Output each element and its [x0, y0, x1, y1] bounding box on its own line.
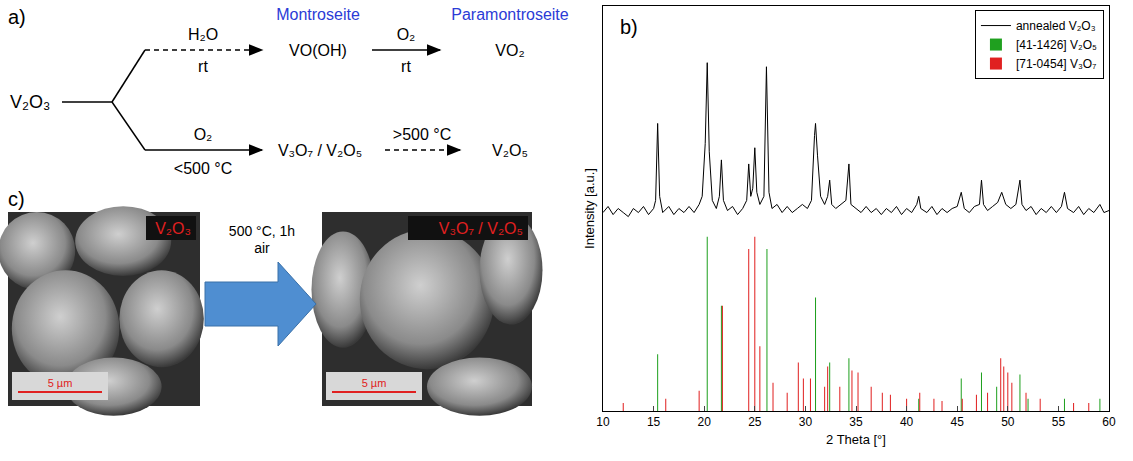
- svg-text:c): c): [8, 188, 25, 210]
- svg-text:V₂O₅: V₂O₅: [492, 142, 528, 159]
- svg-text:a): a): [8, 6, 26, 28]
- svg-text:25: 25: [748, 415, 762, 429]
- svg-text:V₂O₃: V₂O₃: [10, 92, 50, 112]
- svg-text:>500 °C: >500 °C: [393, 126, 451, 143]
- svg-text:10: 10: [596, 415, 610, 429]
- svg-text:rt: rt: [198, 58, 208, 75]
- svg-text:2 Theta [°]: 2 Theta [°]: [826, 432, 886, 447]
- svg-text:50: 50: [1001, 415, 1015, 429]
- svg-text:15: 15: [647, 415, 661, 429]
- svg-text:40: 40: [900, 415, 914, 429]
- svg-text:5 µm: 5 µm: [362, 377, 387, 389]
- svg-text:V₃O₇ / V₂O₅: V₃O₇ / V₂O₅: [278, 142, 362, 159]
- svg-text:annealed V₂O₃: annealed V₂O₃: [1016, 19, 1096, 33]
- svg-text:[41-1426] V₂O₅: [41-1426] V₂O₅: [1016, 38, 1097, 52]
- svg-text:VO₂: VO₂: [495, 42, 524, 59]
- svg-text:45: 45: [951, 415, 965, 429]
- svg-text:[71-0454] V₃O₇: [71-0454] V₃O₇: [1016, 57, 1096, 71]
- svg-text:<500 °C: <500 °C: [174, 160, 232, 177]
- svg-text:rt: rt: [401, 58, 411, 75]
- svg-text:30: 30: [799, 415, 813, 429]
- svg-text:35: 35: [849, 415, 863, 429]
- svg-text:O₂: O₂: [397, 26, 416, 43]
- svg-text:V₃O₇ / V₂O₅: V₃O₇ / V₂O₅: [439, 220, 523, 237]
- svg-text:b): b): [620, 16, 638, 38]
- svg-text:Paramontroseite: Paramontroseite: [451, 6, 568, 23]
- svg-text:55: 55: [1052, 415, 1066, 429]
- svg-text:Intensity [a.u.]: Intensity [a.u.]: [582, 168, 597, 249]
- svg-text:air: air: [254, 240, 270, 256]
- svg-text:Montroseite: Montroseite: [276, 6, 360, 23]
- svg-text:500 °C, 1h: 500 °C, 1h: [229, 223, 295, 239]
- svg-text:20: 20: [698, 415, 712, 429]
- svg-text:H₂O: H₂O: [188, 26, 218, 43]
- svg-text:VO(OH): VO(OH): [289, 42, 347, 59]
- svg-text:5 µm: 5 µm: [48, 377, 73, 389]
- svg-text:V₂O₃: V₂O₃: [155, 220, 191, 237]
- svg-text:60: 60: [1102, 415, 1116, 429]
- svg-text:O₂: O₂: [194, 126, 213, 143]
